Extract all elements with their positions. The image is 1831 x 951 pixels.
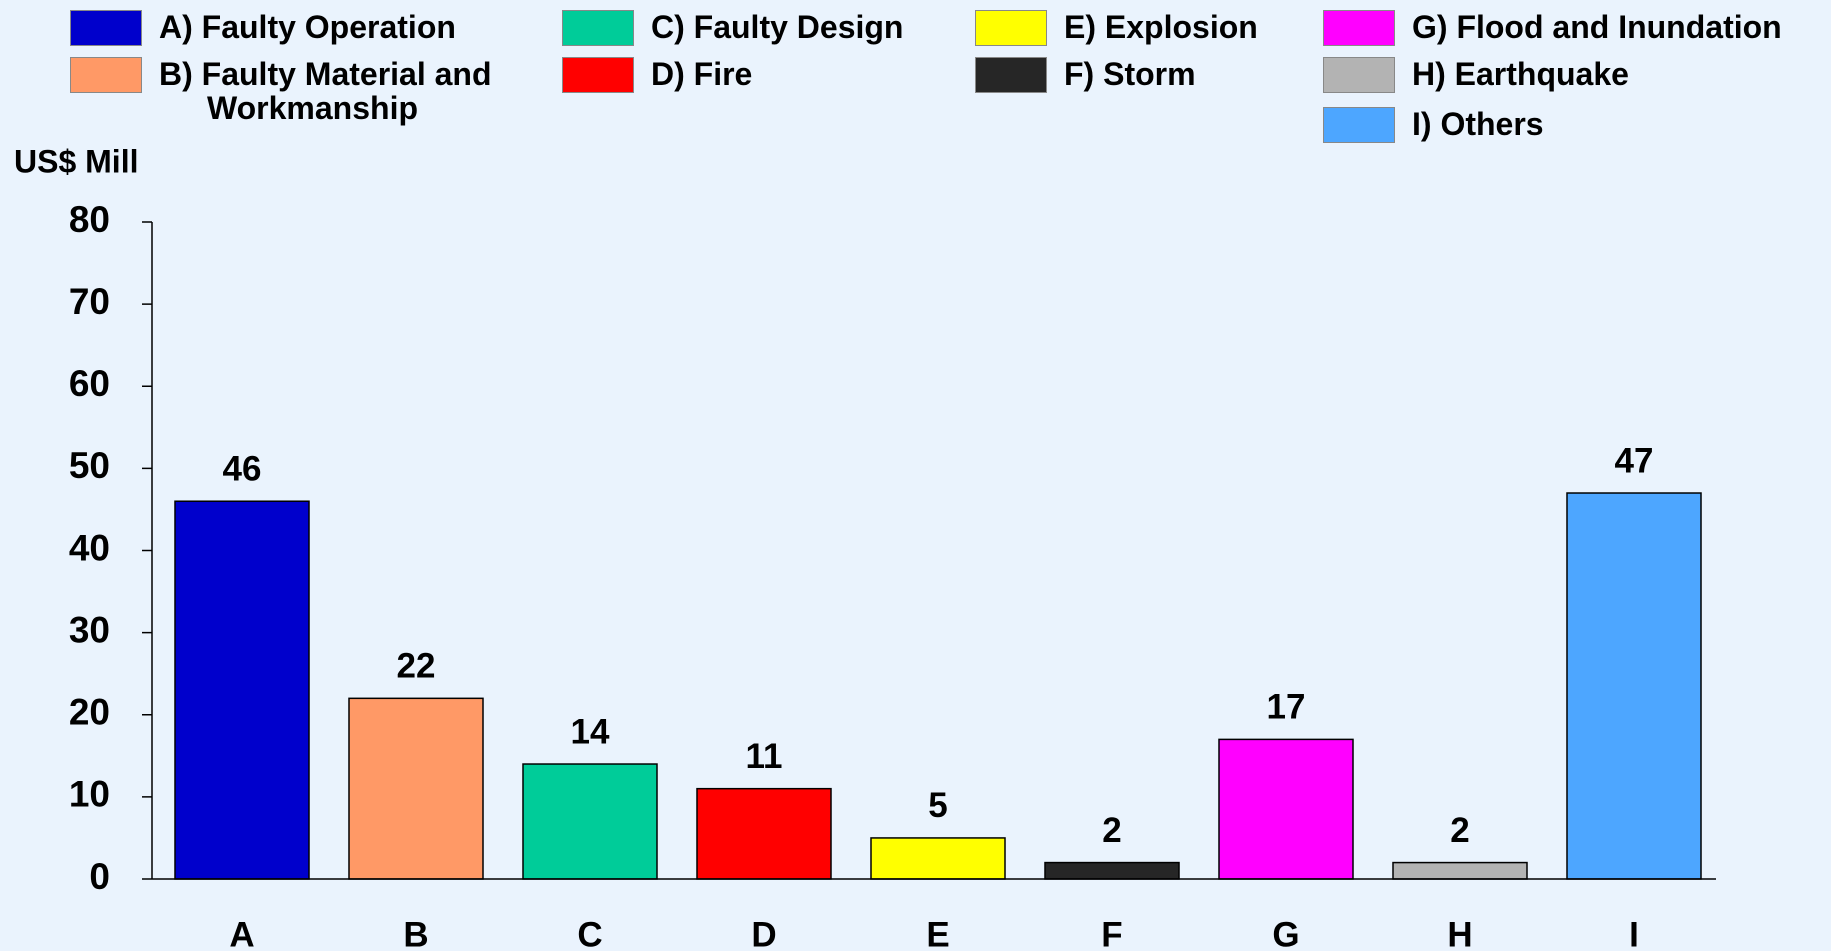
legend-label: A) Faulty Operation bbox=[159, 9, 456, 45]
y-tick-label: 50 bbox=[69, 445, 110, 486]
legend-swatch bbox=[975, 57, 1047, 93]
bar bbox=[696, 787, 832, 880]
x-tick-label: H bbox=[1447, 915, 1472, 951]
y-tick-label: 10 bbox=[69, 774, 110, 815]
x-tick-label: E bbox=[926, 915, 949, 951]
bar bbox=[1044, 861, 1180, 880]
y-tick-label: 70 bbox=[69, 281, 110, 322]
legend-entry: B) Faulty Material and Workmanship bbox=[70, 57, 587, 125]
legend-label: E) Explosion bbox=[1064, 9, 1258, 45]
bar bbox=[174, 500, 310, 880]
x-tick-label: D bbox=[751, 915, 776, 951]
x-tick-label: C bbox=[577, 915, 602, 951]
y-tick-label: 30 bbox=[69, 609, 110, 650]
legend-label: G) Flood and Inundation bbox=[1412, 9, 1782, 45]
value-label: 46 bbox=[223, 449, 262, 488]
legend-swatch bbox=[562, 57, 634, 93]
x-tick-label: B bbox=[403, 915, 428, 951]
value-label: 11 bbox=[746, 737, 783, 776]
value-label: 22 bbox=[397, 647, 436, 686]
legend-label: D) Fire bbox=[651, 56, 753, 92]
legend-swatch bbox=[975, 10, 1047, 46]
y-tick-label: 80 bbox=[69, 199, 110, 240]
value-label: 2 bbox=[1450, 811, 1469, 850]
legend-entry: G) Flood and Inundation bbox=[1323, 10, 1831, 46]
bar bbox=[348, 697, 484, 880]
value-label: 2 bbox=[1102, 811, 1121, 850]
legend-entry: E) Explosion bbox=[975, 10, 1532, 46]
legend-swatch bbox=[562, 10, 634, 46]
y-tick-label: 20 bbox=[69, 692, 110, 733]
legend-swatch bbox=[1323, 10, 1395, 46]
legend-label: F) Storm bbox=[1064, 56, 1196, 92]
legend-swatch bbox=[1323, 107, 1395, 143]
x-tick-label: G bbox=[1272, 915, 1299, 951]
y-tick-label: 0 bbox=[89, 856, 110, 897]
legend-label: I) Others bbox=[1412, 106, 1544, 142]
legend-label: B) Faulty Material and Workmanship bbox=[159, 56, 492, 126]
legend-entry: D) Fire bbox=[562, 57, 1119, 93]
bar bbox=[870, 837, 1006, 880]
bar bbox=[1566, 492, 1702, 880]
x-tick-label: I bbox=[1629, 915, 1639, 951]
legend-swatch bbox=[1323, 57, 1395, 93]
value-label: 14 bbox=[571, 712, 610, 751]
bar bbox=[1392, 861, 1528, 880]
value-label: 47 bbox=[1615, 441, 1654, 480]
legend-swatch bbox=[70, 57, 142, 93]
bar bbox=[522, 763, 658, 880]
legend-entry: A) Faulty Operation bbox=[70, 10, 627, 46]
x-tick-label: F bbox=[1101, 915, 1122, 951]
legend-entry: H) Earthquake bbox=[1323, 57, 1831, 93]
y-tick-label: 60 bbox=[69, 363, 110, 404]
value-label: 17 bbox=[1267, 688, 1306, 727]
value-label: 5 bbox=[928, 786, 947, 825]
legend-swatch bbox=[70, 10, 142, 46]
x-tick-label: A bbox=[229, 915, 254, 951]
legend-entry: F) Storm bbox=[975, 57, 1532, 93]
legend-entry: I) Others bbox=[1323, 107, 1831, 143]
y-tick-label: 40 bbox=[69, 527, 110, 568]
y-axis-label: US$ Mill bbox=[14, 143, 138, 179]
legend-label: H) Earthquake bbox=[1412, 56, 1629, 92]
bar bbox=[1218, 738, 1354, 880]
legend-entry: C) Faulty Design bbox=[562, 10, 1119, 46]
legend-label: C) Faulty Design bbox=[651, 9, 904, 45]
